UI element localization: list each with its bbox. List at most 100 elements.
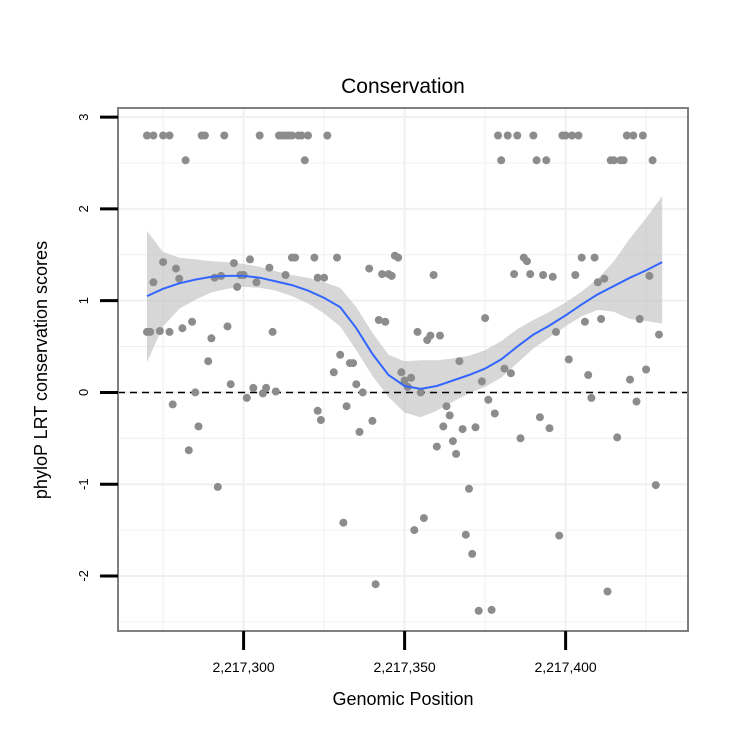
- data-point: [619, 156, 628, 165]
- data-point: [452, 449, 461, 458]
- data-point: [220, 131, 229, 140]
- data-point: [490, 409, 499, 418]
- x-axis: 2,217,300 2,217,350 2,217,400: [212, 631, 597, 675]
- data-point: [506, 369, 515, 378]
- x-tick-label: 2,217,300: [212, 659, 274, 675]
- data-point: [149, 278, 158, 287]
- data-point: [204, 357, 213, 366]
- data-point: [368, 416, 377, 425]
- data-point: [172, 264, 180, 273]
- data-point: [526, 270, 535, 279]
- data-point: [387, 271, 396, 280]
- data-point: [281, 271, 290, 279]
- data-point: [436, 331, 444, 340]
- data-point: [410, 526, 419, 535]
- data-point: [252, 278, 261, 287]
- data-point: [233, 282, 242, 291]
- data-point: [333, 253, 341, 262]
- data-point: [265, 263, 274, 272]
- data-point: [539, 271, 548, 279]
- data-point: [629, 131, 638, 140]
- data-point: [532, 156, 541, 165]
- data-point: [355, 427, 364, 436]
- data-point: [271, 387, 280, 396]
- data-point: [494, 131, 502, 140]
- data-point: [291, 253, 300, 262]
- x-axis-label: Genomic Position: [332, 689, 473, 709]
- data-point: [419, 514, 428, 523]
- data-point: [442, 402, 451, 411]
- y-axis-label: phyloP LRT conservation scores: [31, 241, 51, 499]
- data-point: [458, 425, 467, 434]
- data-point: [529, 131, 538, 140]
- data-point: [593, 278, 602, 287]
- data-point: [268, 327, 277, 336]
- data-point: [175, 274, 184, 283]
- data-point: [535, 413, 544, 422]
- data-point: [381, 317, 390, 326]
- data-point: [242, 393, 251, 402]
- data-point: [609, 156, 618, 165]
- data-point: [613, 433, 622, 442]
- data-point: [622, 131, 631, 140]
- data-point: [635, 315, 644, 323]
- data-point: [600, 274, 609, 283]
- data-point: [587, 393, 596, 402]
- data-point: [159, 258, 168, 267]
- data-point: [300, 156, 309, 165]
- data-point: [255, 131, 264, 140]
- y-tick-label: 0: [76, 389, 91, 396]
- data-point: [584, 371, 593, 379]
- data-point: [304, 131, 312, 140]
- data-point: [577, 253, 586, 262]
- data-point: [246, 255, 254, 264]
- data-point: [445, 411, 454, 420]
- data-point: [552, 327, 560, 336]
- data-point: [397, 368, 406, 377]
- data-point: [323, 131, 332, 140]
- data-point: [329, 368, 338, 377]
- data-point: [155, 327, 164, 335]
- data-point: [484, 395, 493, 404]
- data-point: [374, 316, 383, 324]
- data-point: [523, 257, 531, 266]
- data-point: [510, 270, 519, 279]
- data-point: [448, 437, 457, 446]
- smooth-line-layer: [146, 261, 663, 390]
- data-point: [574, 131, 583, 140]
- data-point: [638, 131, 647, 140]
- data-point: [191, 388, 200, 397]
- data-point: [564, 355, 573, 364]
- data-point: [561, 131, 570, 140]
- data-point: [178, 324, 187, 333]
- data-point: [516, 434, 525, 443]
- data-point: [200, 131, 209, 140]
- y-tick-label: 3: [76, 114, 91, 121]
- data-point: [632, 397, 641, 406]
- data-point: [336, 350, 345, 359]
- data-point: [352, 380, 361, 389]
- data-point: [468, 549, 477, 558]
- x-tick-label: 2,217,350: [373, 659, 435, 675]
- data-point: [597, 315, 606, 323]
- data-point: [394, 253, 403, 262]
- x-tick-label: 2,217,400: [534, 659, 596, 675]
- data-point: [481, 314, 490, 323]
- data-point: [207, 334, 216, 343]
- chart-title: Conservation: [341, 75, 465, 98]
- y-axis: -2 -1 0 1 2 3: [76, 114, 118, 582]
- data-point: [651, 481, 660, 490]
- data-point: [342, 402, 351, 411]
- data-point: [339, 518, 348, 527]
- data-point: [149, 131, 158, 140]
- data-point: [590, 253, 599, 262]
- data-point: [184, 446, 193, 455]
- data-point: [165, 131, 174, 140]
- data-point: [432, 442, 441, 451]
- data-point: [648, 156, 657, 165]
- data-point: [439, 422, 448, 431]
- data-point: [513, 131, 522, 140]
- data-point: [146, 327, 155, 336]
- data-point: [642, 365, 651, 374]
- data-point: [226, 380, 235, 389]
